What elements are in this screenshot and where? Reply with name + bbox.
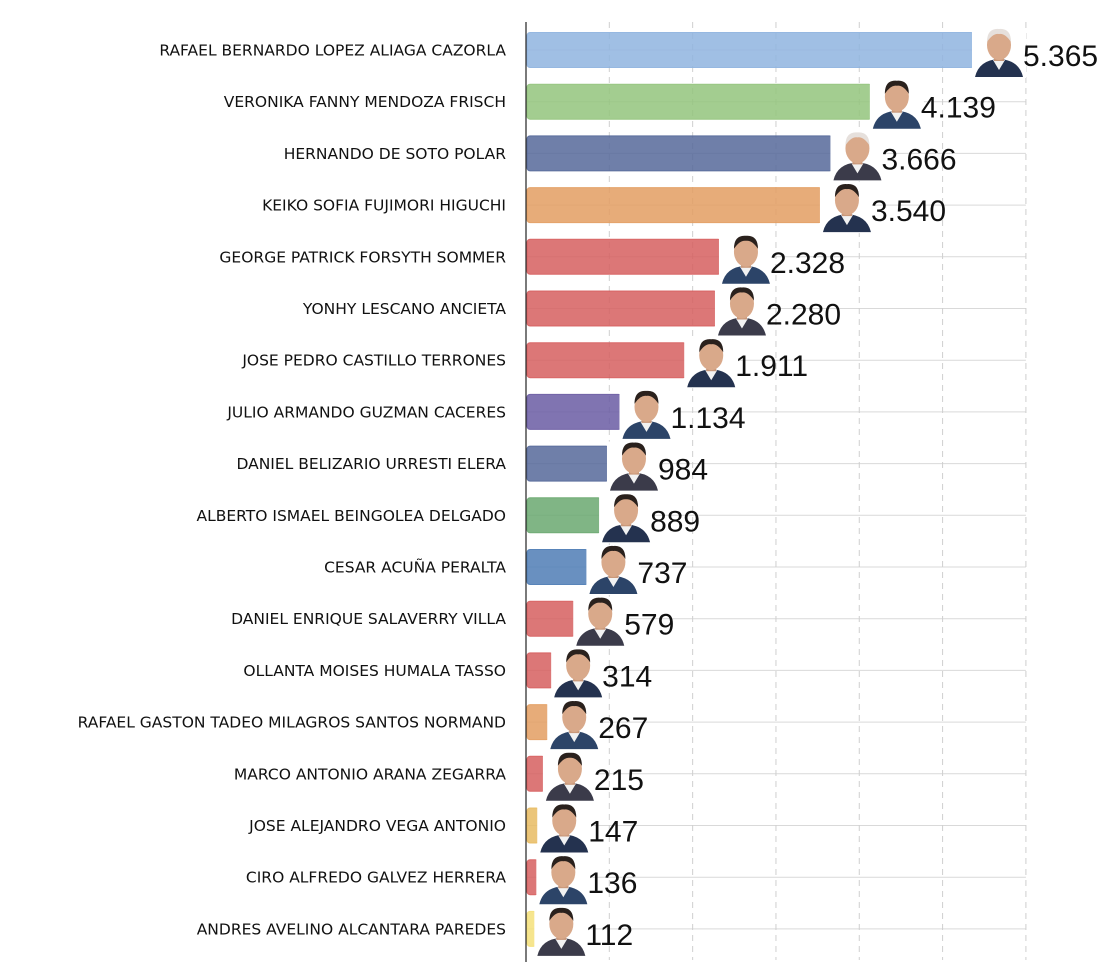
bar [526, 497, 602, 534]
bar [526, 290, 718, 327]
chart-rows: RAFAEL BERNARDO LOPEZ ALIAGA CAZORLA 5.36… [78, 28, 1098, 957]
bar-row: MARCO ANTONIO ARANA ZEGARRA 215 [234, 751, 644, 802]
category-label: DANIEL BELIZARIO URRESTI ELERA [236, 455, 506, 473]
value-label: 3.666 [881, 143, 956, 176]
candidate-portrait-image [714, 286, 769, 337]
category-label: HERNANDO DE SOTO POLAR [284, 145, 507, 163]
bar [526, 32, 975, 68]
candidate-portrait-image [869, 79, 924, 130]
category-label: RAFAEL GASTON TADEO MILAGROS SANTOS NORM… [78, 714, 506, 732]
category-label: CIRO ALFREDO GALVEZ HERRERA [246, 869, 506, 887]
bar-row: RAFAEL GASTON TADEO MILAGROS SANTOS NORM… [78, 700, 648, 751]
candidate-portrait-image [573, 596, 628, 647]
candidate-portrait-image [551, 648, 606, 699]
candidate-portrait-image [537, 803, 592, 854]
value-label: 2.328 [770, 247, 845, 280]
value-label: 2.280 [766, 299, 841, 332]
candidate-portrait-image [684, 338, 739, 389]
bar [526, 549, 589, 585]
value-label: 4.139 [921, 92, 996, 125]
bar [526, 755, 546, 792]
bar-row: VERONIKA FANNY MENDOZA FRISCH 4.139 [224, 79, 996, 130]
bar [526, 83, 873, 120]
value-label: 112 [585, 919, 633, 952]
category-label: CESAR ACUÑA PERALTA [324, 558, 506, 577]
value-label: 737 [637, 557, 687, 590]
candidate-portrait-image [718, 234, 773, 285]
value-label: 1.134 [670, 402, 745, 435]
bar-row: CESAR ACUÑA PERALTA 737 [324, 545, 687, 595]
value-label: 267 [598, 712, 648, 745]
bar [526, 652, 554, 689]
category-label: MARCO ANTONIO ARANA ZEGARRA [234, 765, 506, 783]
value-label: 5.365 [1023, 40, 1098, 73]
category-label: VERONIKA FANNY MENDOZA FRISCH [224, 93, 506, 111]
bar [526, 445, 610, 482]
candidate-portrait-image [542, 751, 597, 802]
bar-row: JOSE ALEJANDRO VEGA ANTONIO 147 [248, 803, 638, 854]
bar-row: YONHY LESCANO ANCIETA 2.280 [302, 286, 841, 337]
category-label: JOSE PEDRO CASTILLO TERRONES [241, 352, 506, 370]
bar-row: JOSE PEDRO CASTILLO TERRONES 1.911 [241, 338, 808, 389]
bar-row: KEIKO SOFIA FUJIMORI HIGUCHI 3.540 [262, 183, 946, 234]
candidate-portrait-image [536, 855, 591, 906]
value-label: 889 [650, 505, 700, 538]
category-label: DANIEL ENRIQUE SALAVERRY VILLA [231, 610, 506, 628]
bar [526, 135, 833, 172]
value-label: 984 [658, 454, 708, 487]
category-label: JULIO ARMANDO GUZMAN CACERES [226, 403, 506, 421]
bar [526, 342, 687, 379]
value-label: 136 [587, 867, 637, 900]
value-label: 147 [588, 816, 638, 849]
bar-row: ALBERTO ISMAEL BEINGOLEA DELGADO 889 [196, 493, 700, 544]
bar-row: DANIEL ENRIQUE SALAVERRY VILLA 579 [231, 596, 674, 647]
bar-row: OLLANTA MOISES HUMALA TASSO 314 [243, 648, 652, 699]
category-label: ANDRES AVELINO ALCANTARA PAREDES [197, 920, 506, 938]
category-label: YONHY LESCANO ANCIETA [302, 300, 507, 318]
category-label: RAFAEL BERNARDO LOPEZ ALIAGA CAZORLA [159, 42, 506, 60]
bar-row: ANDRES AVELINO ALCANTARA PAREDES 112 [197, 906, 633, 957]
value-label: 314 [602, 660, 652, 693]
category-label: GEORGE PATRICK FORSYTH SOMMER [219, 248, 506, 266]
candidate-portrait-image [619, 389, 674, 440]
bar [526, 238, 722, 275]
candidate-portrait-image [830, 131, 885, 182]
bar [526, 393, 622, 430]
bar-row: JULIO ARMANDO GUZMAN CACERES 1.134 [226, 389, 746, 440]
category-label: OLLANTA MOISES HUMALA TASSO [243, 662, 506, 680]
value-label: 3.540 [871, 195, 946, 228]
candidate-portrait-image [819, 183, 874, 234]
bar-row: RAFAEL BERNARDO LOPEZ ALIAGA CAZORLA 5.36… [159, 28, 1098, 78]
bar [526, 600, 576, 637]
candidate-portrait-image [534, 906, 589, 957]
category-label: KEIKO SOFIA FUJIMORI HIGUCHI [262, 197, 506, 215]
bar [526, 704, 550, 741]
bar-row: DANIEL BELIZARIO URRESTI ELERA 984 [236, 441, 708, 492]
bar-row: CIRO ALFREDO GALVEZ HERRERA 136 [246, 855, 637, 906]
candidate-portrait-image [606, 441, 661, 492]
bar-row: GEORGE PATRICK FORSYTH SOMMER 2.328 [219, 234, 845, 285]
value-label: 215 [594, 764, 644, 797]
category-label: ALBERTO ISMAEL BEINGOLEA DELGADO [196, 507, 506, 525]
value-label: 1.911 [735, 350, 808, 383]
candidate-portrait-image [547, 700, 602, 751]
bar [526, 187, 823, 224]
candidate-portrait-image [599, 493, 654, 544]
candidate-portrait-image [972, 28, 1026, 78]
category-label: JOSE ALEJANDRO VEGA ANTONIO [248, 817, 506, 835]
value-label: 579 [624, 609, 674, 642]
bar-row: HERNANDO DE SOTO POLAR 3.666 [284, 131, 957, 182]
candidate-portrait-image [586, 545, 641, 595]
